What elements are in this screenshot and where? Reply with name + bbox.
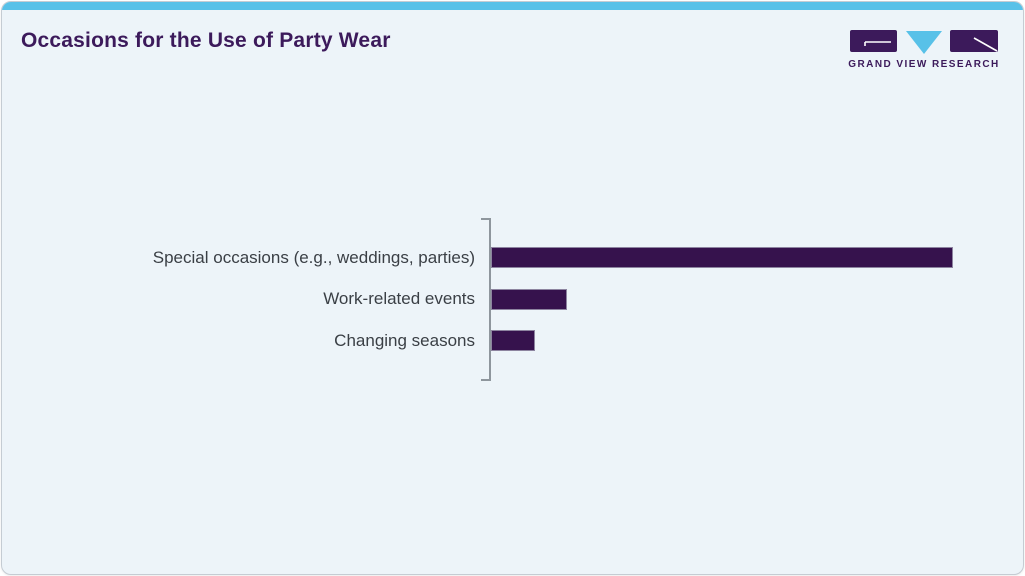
brand-name: GRAND VIEW RESEARCH bbox=[848, 59, 1000, 70]
logo-g-block-icon bbox=[850, 30, 897, 52]
y-axis-line bbox=[489, 218, 491, 381]
bar bbox=[491, 247, 953, 268]
grand-view-research-logo: GRAND VIEW RESEARCH bbox=[848, 30, 1000, 70]
logo-down-triangle-icon bbox=[905, 31, 942, 54]
category-label: Work-related events bbox=[323, 289, 475, 308]
bar bbox=[491, 330, 535, 351]
chart: Special occasions (e.g., weddings, parti… bbox=[2, 218, 1023, 381]
page-title: Occasions for the Use of Party Wear bbox=[21, 29, 391, 52]
category-label: Changing seasons bbox=[334, 330, 475, 350]
axis-tick-bottom bbox=[481, 379, 490, 381]
logo-shapes bbox=[850, 30, 998, 54]
axis-tick-top bbox=[481, 218, 490, 220]
category-label: Special occasions (e.g., weddings, parti… bbox=[152, 247, 475, 267]
bar bbox=[491, 288, 568, 310]
top-accent-bar bbox=[2, 2, 1023, 10]
logo-r-block-icon bbox=[950, 30, 998, 52]
